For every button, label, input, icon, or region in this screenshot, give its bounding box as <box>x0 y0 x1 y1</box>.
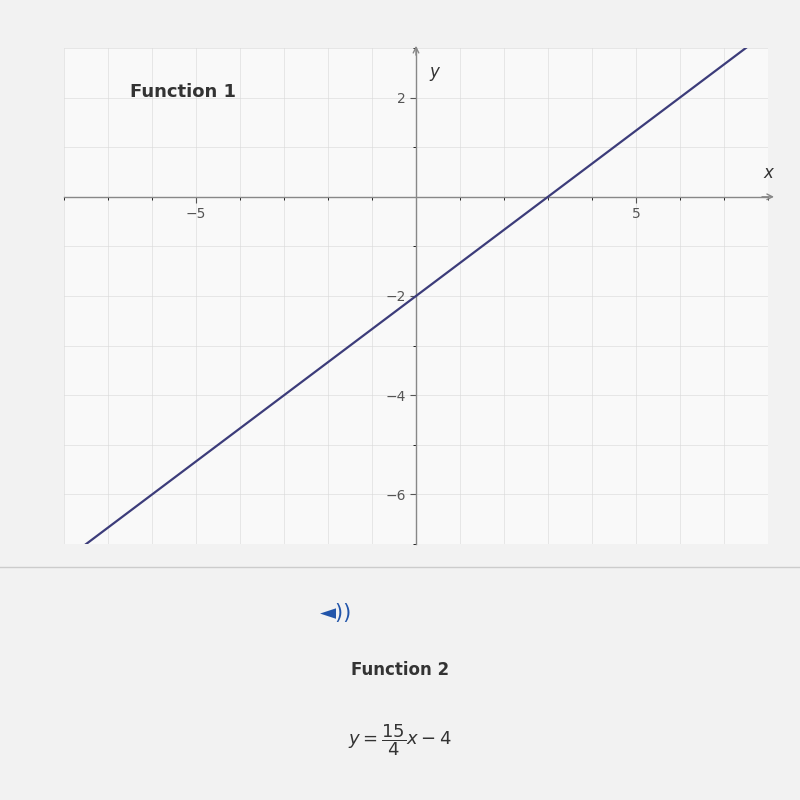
Text: x: x <box>763 164 773 182</box>
Text: Function 2: Function 2 <box>351 662 449 679</box>
Text: ◄)): ◄)) <box>320 603 352 622</box>
Text: $y = \dfrac{15}{4}x - 4$: $y = \dfrac{15}{4}x - 4$ <box>348 722 452 758</box>
Text: y: y <box>429 63 439 81</box>
Text: Function 1: Function 1 <box>130 82 236 101</box>
